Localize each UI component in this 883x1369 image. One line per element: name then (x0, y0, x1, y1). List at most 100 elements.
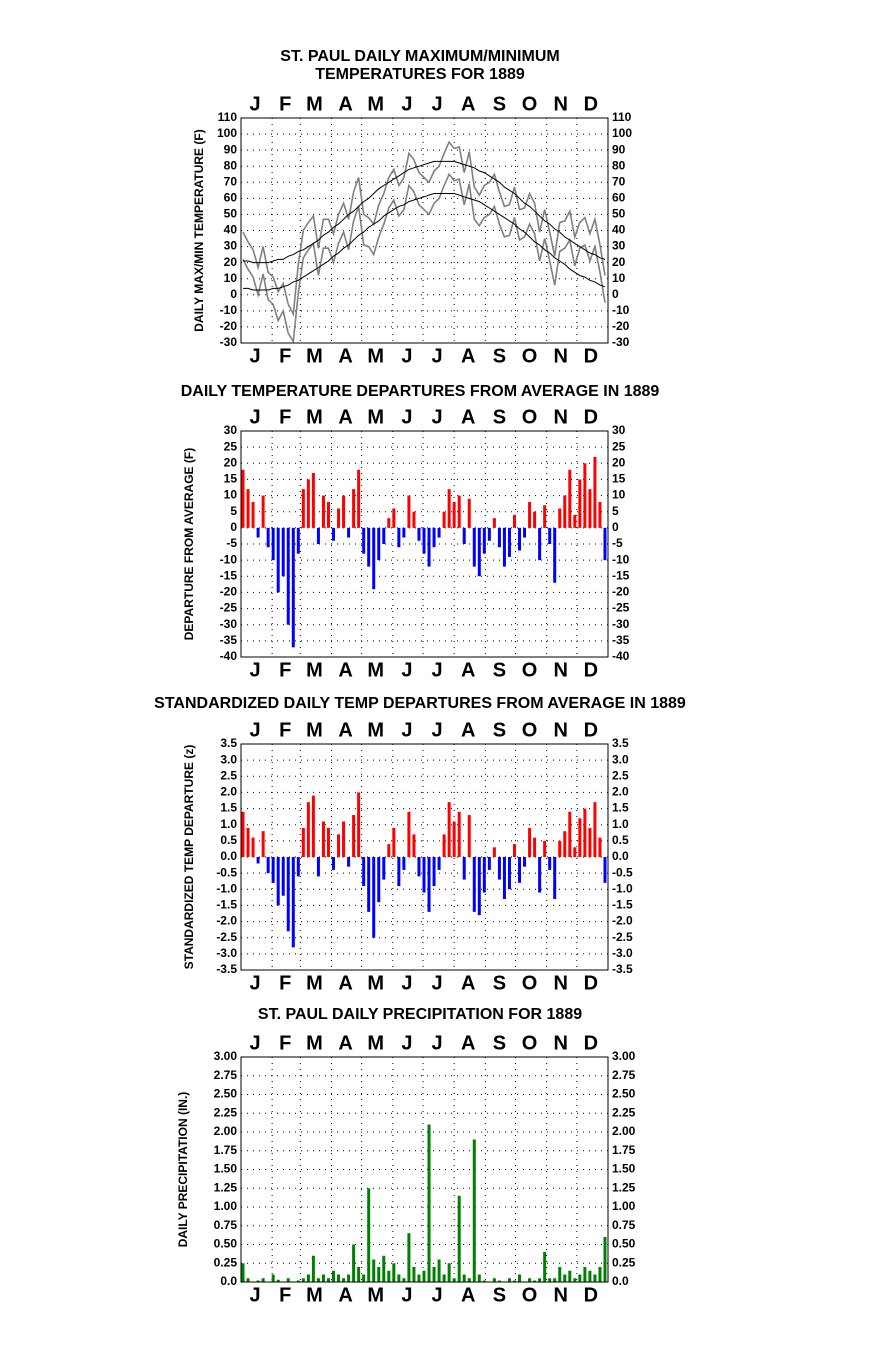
y-tick-label: -25 (220, 601, 238, 615)
y2-tick-label: 2.00 (612, 1124, 636, 1138)
x-tick-label: A (461, 93, 475, 115)
bar (518, 527, 522, 551)
bar (598, 1267, 602, 1282)
y-tick-label: 2.75 (214, 1068, 238, 1082)
y2-tick-label: 60 (612, 191, 626, 205)
y2-tick-label: -1.0 (612, 881, 633, 895)
bar (507, 527, 511, 557)
bar (256, 527, 260, 538)
y2-tick-label: 40 (612, 223, 626, 237)
bar (437, 1259, 441, 1282)
x-tick-label: S (493, 1032, 506, 1054)
series-line (242, 140, 606, 317)
bar (251, 837, 255, 857)
bar (512, 514, 516, 528)
y-tick-label: 15 (224, 472, 238, 486)
bar (452, 502, 456, 528)
y-tick-label: 20 (224, 255, 238, 269)
x-tick-label: J (250, 972, 261, 994)
bar (588, 489, 592, 528)
bar (296, 1280, 300, 1282)
bar (251, 502, 255, 528)
y2-tick-label: 5 (612, 504, 619, 518)
bar (352, 489, 356, 528)
x-tick-label: J (401, 719, 412, 741)
bar (487, 857, 491, 870)
bar (588, 827, 592, 857)
bar (301, 1278, 305, 1282)
bar (412, 511, 416, 528)
bar (392, 1263, 396, 1282)
bar (467, 1278, 471, 1282)
x-tick-label: O (522, 972, 538, 994)
y2-tick-label: -20 (612, 319, 630, 333)
plot-frame (240, 743, 609, 971)
x-tick-label: J (250, 1284, 261, 1306)
x-tick-label: J (401, 972, 412, 994)
y2-tick-label: 3.00 (612, 1049, 636, 1063)
bar (583, 808, 587, 857)
x-tick-label: J (432, 406, 443, 428)
y2-tick-label: 1.5 (612, 801, 629, 815)
bar (558, 1267, 562, 1282)
x-tick-label: M (306, 1284, 323, 1306)
y2-tick-label: -0.5 (612, 865, 633, 879)
y-tick-label: -2.0 (216, 914, 237, 928)
x-tick-label: A (338, 93, 352, 115)
y-tick-label: 1.50 (214, 1162, 238, 1176)
x-tick-label: F (279, 406, 291, 428)
x-tick-label: A (461, 1032, 475, 1054)
y-tick-label: -30 (220, 617, 238, 631)
y2-tick-label: 10 (612, 488, 626, 502)
y-tick-label: 2.5 (220, 768, 237, 782)
chart-title: STANDARDIZED DAILY TEMP DEPARTURES FROM … (154, 695, 686, 712)
y-tick-label: 50 (224, 207, 238, 221)
bar (402, 527, 406, 538)
x-tick-label: F (279, 659, 291, 681)
bar (362, 527, 366, 554)
bar (553, 527, 557, 583)
bar (437, 527, 441, 538)
bar (457, 1195, 461, 1282)
y2-tick-label: 30 (612, 239, 626, 253)
y2-tick-label: 0.50 (612, 1237, 636, 1251)
bar (402, 857, 406, 870)
chart-title: DAILY TEMPERATURE DEPARTURES FROM AVERAG… (181, 383, 660, 400)
bar (477, 1274, 481, 1282)
bar (407, 811, 411, 857)
bar (276, 857, 280, 906)
y-tick-label: -10 (220, 552, 238, 566)
bar (357, 792, 361, 857)
bar (332, 527, 336, 541)
bar (452, 821, 456, 857)
y2-tick-label: 0 (612, 520, 619, 534)
y2-tick-label: 2.75 (612, 1068, 636, 1082)
bar (342, 1278, 346, 1282)
bar (497, 1280, 501, 1282)
bar (497, 527, 501, 548)
bar (321, 1274, 325, 1282)
bar (291, 857, 295, 948)
x-tick-label: A (461, 659, 475, 681)
bar (472, 857, 476, 912)
bar (447, 489, 451, 528)
x-tick-label: M (306, 719, 323, 741)
x-tick-label: J (432, 659, 443, 681)
y-axis-label: DAILY MAX/MIN TEMPERATURE (F) (192, 129, 206, 331)
y-tick-label: -15 (220, 568, 238, 582)
x-tick-label: M (367, 345, 384, 367)
bar (347, 857, 351, 867)
bar (487, 527, 491, 541)
bar (467, 498, 471, 528)
x-tick-label: J (401, 659, 412, 681)
bar (528, 1278, 532, 1282)
x-tick-label: O (522, 406, 538, 428)
bar (372, 1259, 376, 1282)
bar (588, 1270, 592, 1282)
x-tick-label: J (250, 93, 261, 115)
bar (261, 495, 265, 528)
x-tick-label: F (279, 972, 291, 994)
y-tick-label: 10 (224, 488, 238, 502)
x-tick-label: J (432, 345, 443, 367)
x-tick-label: J (432, 1284, 443, 1306)
